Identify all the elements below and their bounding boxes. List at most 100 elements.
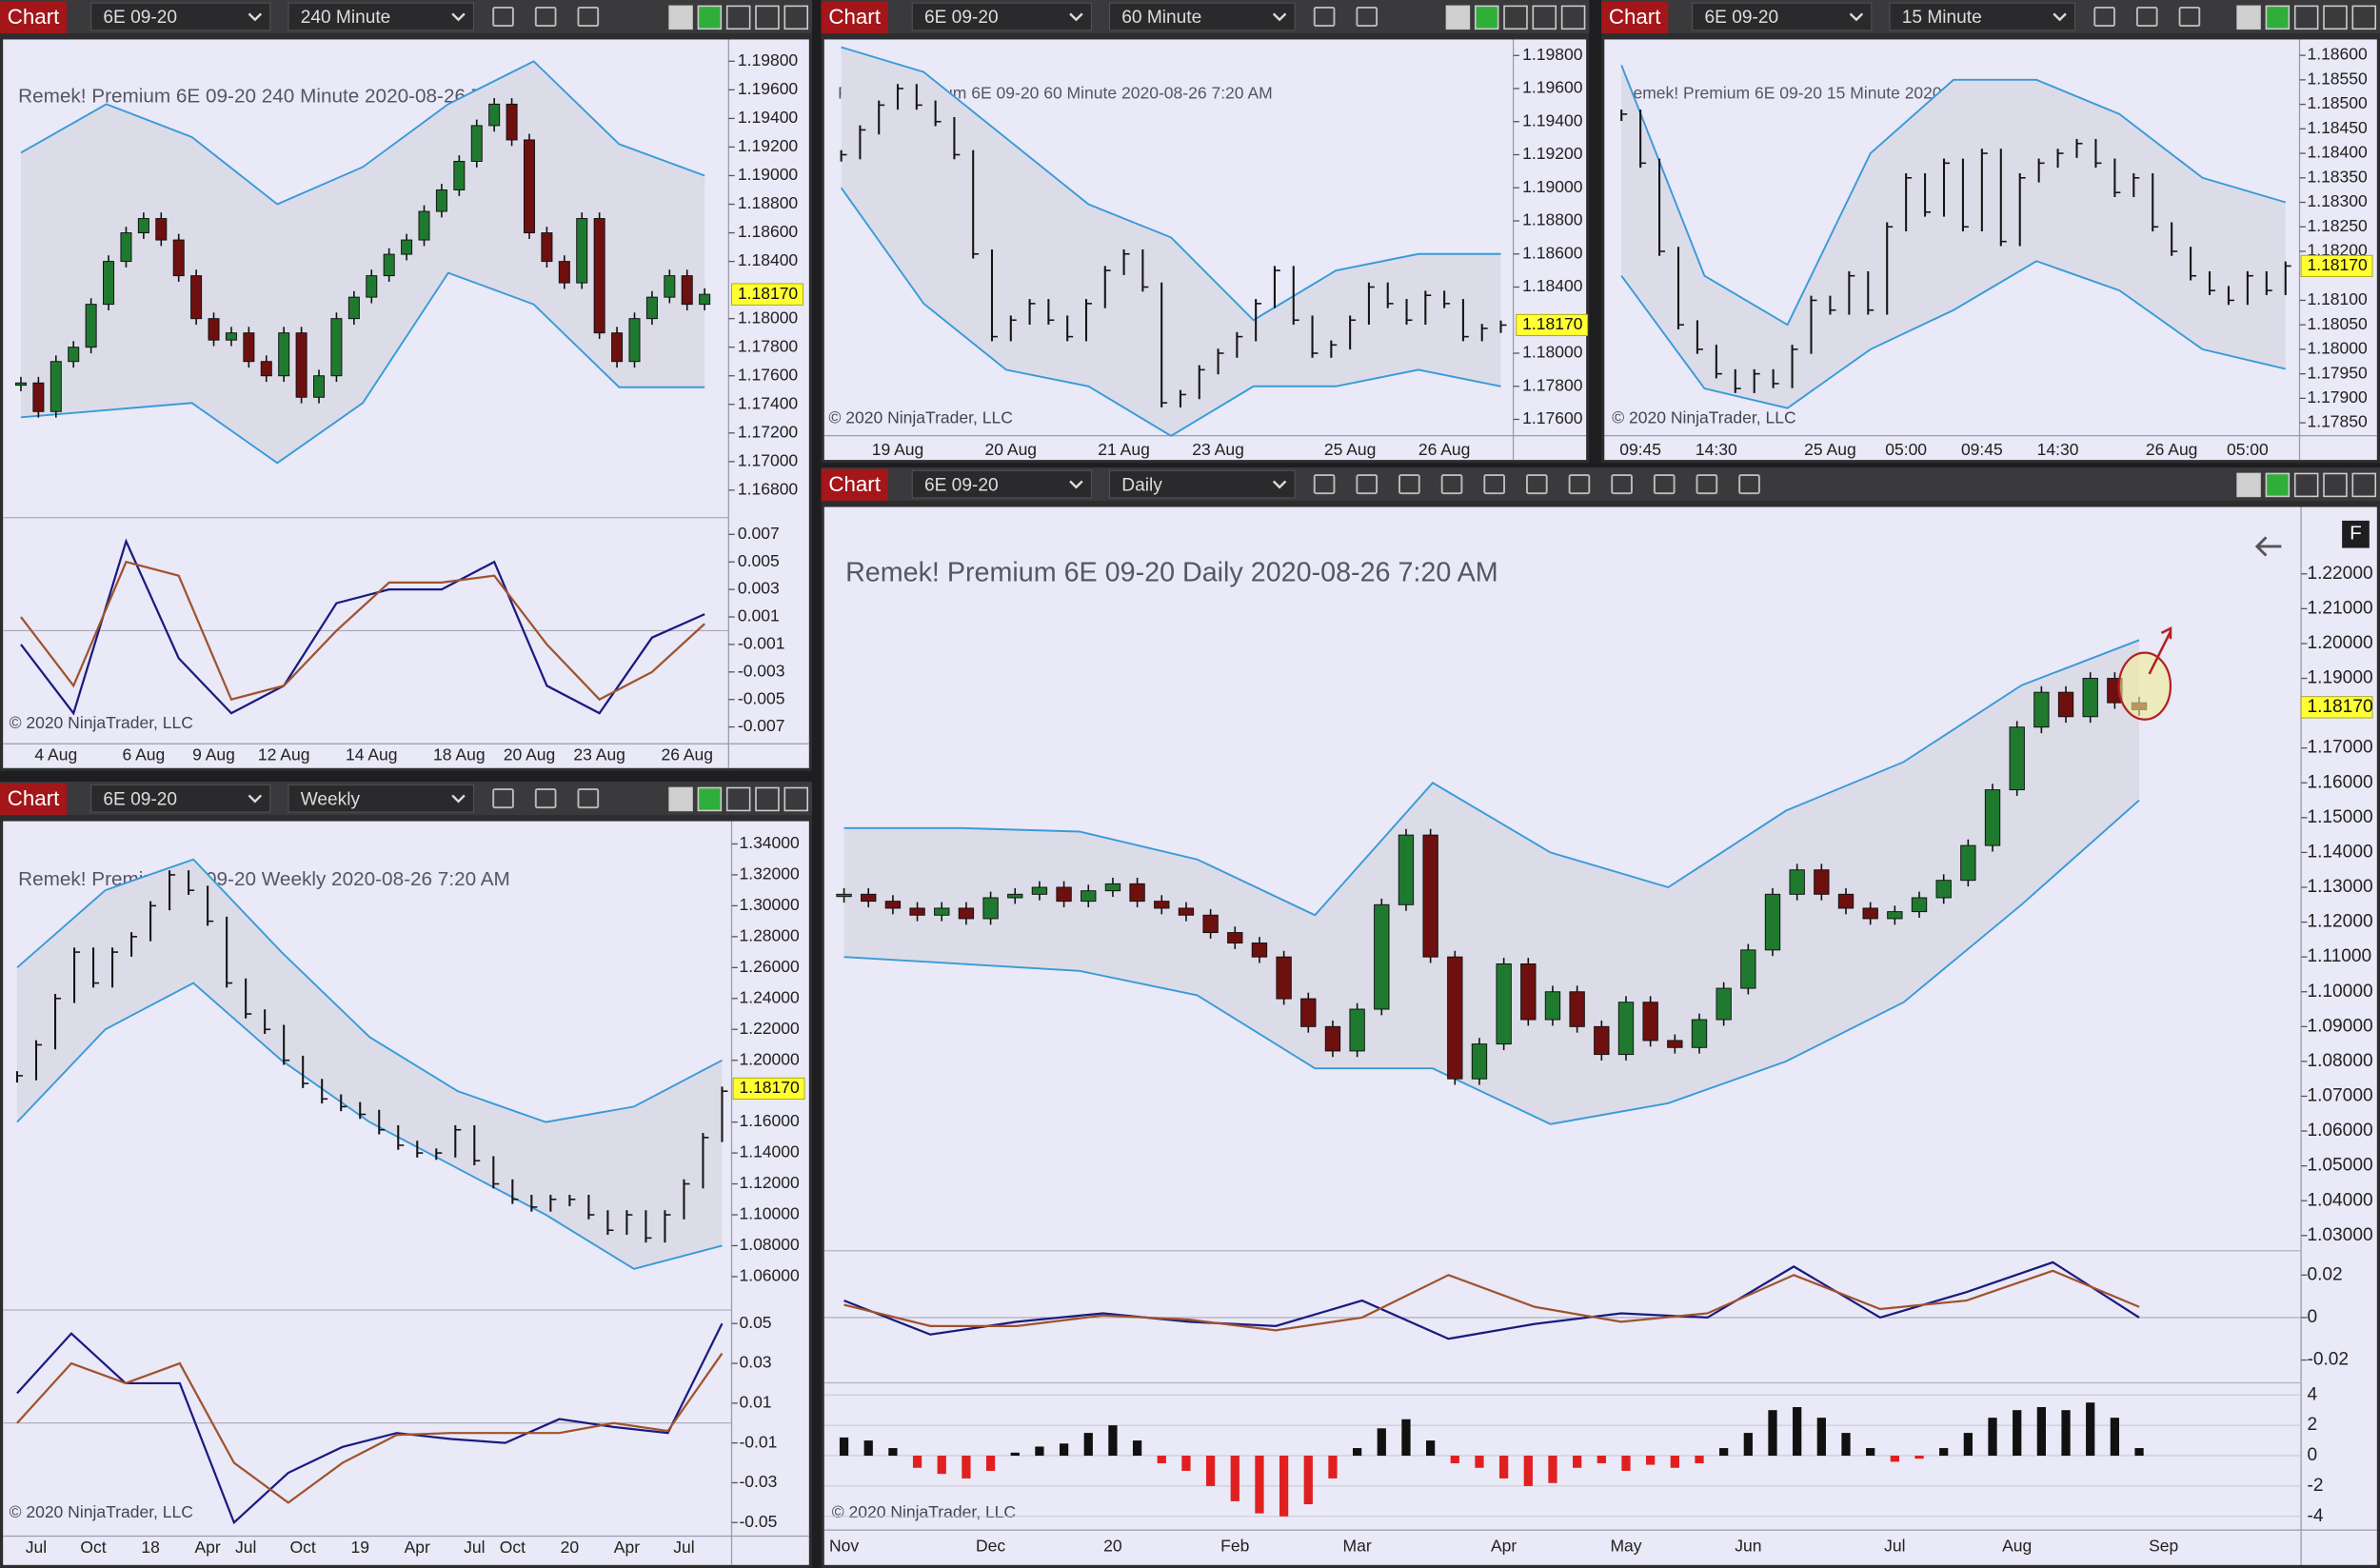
window-button[interactable] — [1445, 5, 1471, 30]
candle-body — [593, 218, 605, 334]
toolbar-icon[interactable] — [1483, 474, 1505, 495]
histogram-bar — [1303, 1456, 1313, 1505]
dropdown[interactable] — [90, 2, 271, 31]
window-button[interactable] — [2323, 472, 2348, 498]
y-tick-label: 1.20000 — [2307, 633, 2372, 653]
window-button[interactable] — [2293, 472, 2319, 498]
candle-body — [558, 261, 570, 284]
dropdown[interactable] — [1109, 469, 1296, 499]
dropdown-value[interactable]: Weekly — [301, 789, 361, 809]
toolbar-icon[interactable] — [1696, 474, 1718, 495]
window-button[interactable] — [2351, 5, 2377, 30]
toolbar-icon[interactable] — [1398, 474, 1420, 495]
dropdown-caret[interactable] — [451, 794, 466, 804]
toolbar-icon[interactable] — [1356, 7, 1378, 28]
window-button[interactable] — [2265, 5, 2291, 30]
window-button[interactable] — [668, 786, 693, 812]
toolbar-icon[interactable] — [1525, 474, 1548, 495]
histogram-bar — [1059, 1443, 1069, 1457]
candle-body — [347, 296, 360, 320]
panel-button[interactable] — [2342, 520, 2370, 548]
dropdown-value[interactable]: 6E 09-20 — [103, 789, 177, 809]
dropdown[interactable] — [90, 784, 271, 813]
window-button[interactable] — [668, 5, 693, 30]
candle-body — [2082, 678, 2098, 718]
toolbar-icon[interactable] — [492, 7, 514, 28]
y-tick-label: 1.19200 — [738, 136, 799, 155]
window-button[interactable] — [697, 5, 723, 30]
toolbar-icon[interactable] — [2135, 7, 2158, 28]
toolbar-icon[interactable] — [534, 7, 557, 28]
toolbar-icon[interactable] — [1440, 474, 1463, 495]
dropdown-caret[interactable] — [2053, 12, 2067, 22]
window-button[interactable] — [2351, 472, 2377, 498]
dropdown[interactable] — [911, 2, 1092, 31]
window-button[interactable] — [1532, 5, 1557, 30]
toolbar-icon[interactable] — [1568, 474, 1591, 495]
toolbar-icon[interactable] — [1313, 474, 1336, 495]
histogram-bar — [839, 1437, 849, 1457]
window-button[interactable] — [2236, 472, 2261, 498]
dropdown-value[interactable]: 6E 09-20 — [924, 475, 999, 495]
dropdown-caret[interactable] — [1272, 480, 1287, 489]
toolbar-icon[interactable] — [2178, 7, 2201, 28]
candle-body — [190, 275, 203, 320]
dropdown-caret[interactable] — [1849, 12, 1864, 22]
dropdown[interactable] — [288, 784, 474, 813]
dropdown[interactable] — [288, 2, 474, 31]
window-button[interactable] — [2323, 5, 2348, 30]
histogram-bar — [1205, 1456, 1216, 1486]
dropdown-value[interactable]: 6E 09-20 — [103, 8, 177, 28]
window-button[interactable] — [755, 786, 780, 812]
dropdown[interactable] — [1109, 2, 1296, 31]
dropdown-caret[interactable] — [451, 12, 466, 22]
toolbar-icon[interactable] — [1738, 474, 1760, 495]
dropdown-value[interactable]: 15 Minute — [1902, 8, 1982, 28]
dropdown-caret[interactable] — [248, 794, 263, 804]
toolbar-icon[interactable] — [577, 7, 600, 28]
window-button[interactable] — [725, 786, 751, 812]
candle-body — [1569, 991, 1585, 1027]
y-tick-label: 1.10000 — [2307, 982, 2372, 1002]
window-button[interactable] — [725, 5, 751, 30]
dropdown-caret[interactable] — [1272, 12, 1287, 22]
window-button[interactable] — [1474, 5, 1499, 30]
toolbar-icon[interactable] — [1653, 474, 1676, 495]
band-fill — [843, 640, 2140, 1124]
y-tick-label: 1.18200 — [2307, 241, 2368, 260]
window-button[interactable] — [783, 5, 809, 30]
toolbar-icon[interactable] — [534, 788, 557, 809]
dropdown-caret[interactable] — [1069, 480, 1083, 489]
back-arrow[interactable] — [2254, 536, 2282, 557]
toolbar-icon[interactable] — [1313, 7, 1336, 28]
y-tick-label: 1.21000 — [2307, 598, 2372, 618]
dropdown-value[interactable]: 6E 09-20 — [1704, 8, 1778, 28]
dropdown-value[interactable]: 60 Minute — [1121, 8, 1201, 28]
panel-button-label[interactable]: F — [2350, 523, 2362, 545]
toolbar-icon[interactable] — [2093, 7, 2115, 28]
window-button[interactable] — [2236, 5, 2261, 30]
window-button[interactable] — [2265, 472, 2291, 498]
window-button[interactable] — [1503, 5, 1528, 30]
dropdown-value[interactable]: 6E 09-20 — [924, 8, 999, 28]
window-button[interactable] — [697, 786, 723, 812]
toolbar-icon[interactable] — [492, 788, 514, 809]
dropdown[interactable] — [911, 469, 1092, 499]
candle-body — [861, 893, 877, 903]
dropdown-caret[interactable] — [248, 12, 263, 22]
window-button[interactable] — [2293, 5, 2319, 30]
y-tick-label: 1.19400 — [1522, 110, 1583, 129]
dropdown-value[interactable]: 240 Minute — [301, 8, 391, 28]
dropdown-caret[interactable] — [1069, 12, 1083, 22]
toolbar-icon[interactable] — [1611, 474, 1633, 495]
toolbar-icon[interactable] — [1356, 474, 1378, 495]
dropdown[interactable] — [1692, 2, 1873, 31]
dropdown-value[interactable]: Daily — [1121, 475, 1162, 495]
y-tick-label: 1.19800 — [1522, 45, 1583, 64]
dropdown[interactable] — [1889, 2, 2076, 31]
window-button[interactable] — [1560, 5, 1586, 30]
window-button[interactable] — [783, 786, 809, 812]
toolbar-icon[interactable] — [577, 788, 600, 809]
histogram-bar — [937, 1456, 946, 1475]
window-button[interactable] — [755, 5, 780, 30]
